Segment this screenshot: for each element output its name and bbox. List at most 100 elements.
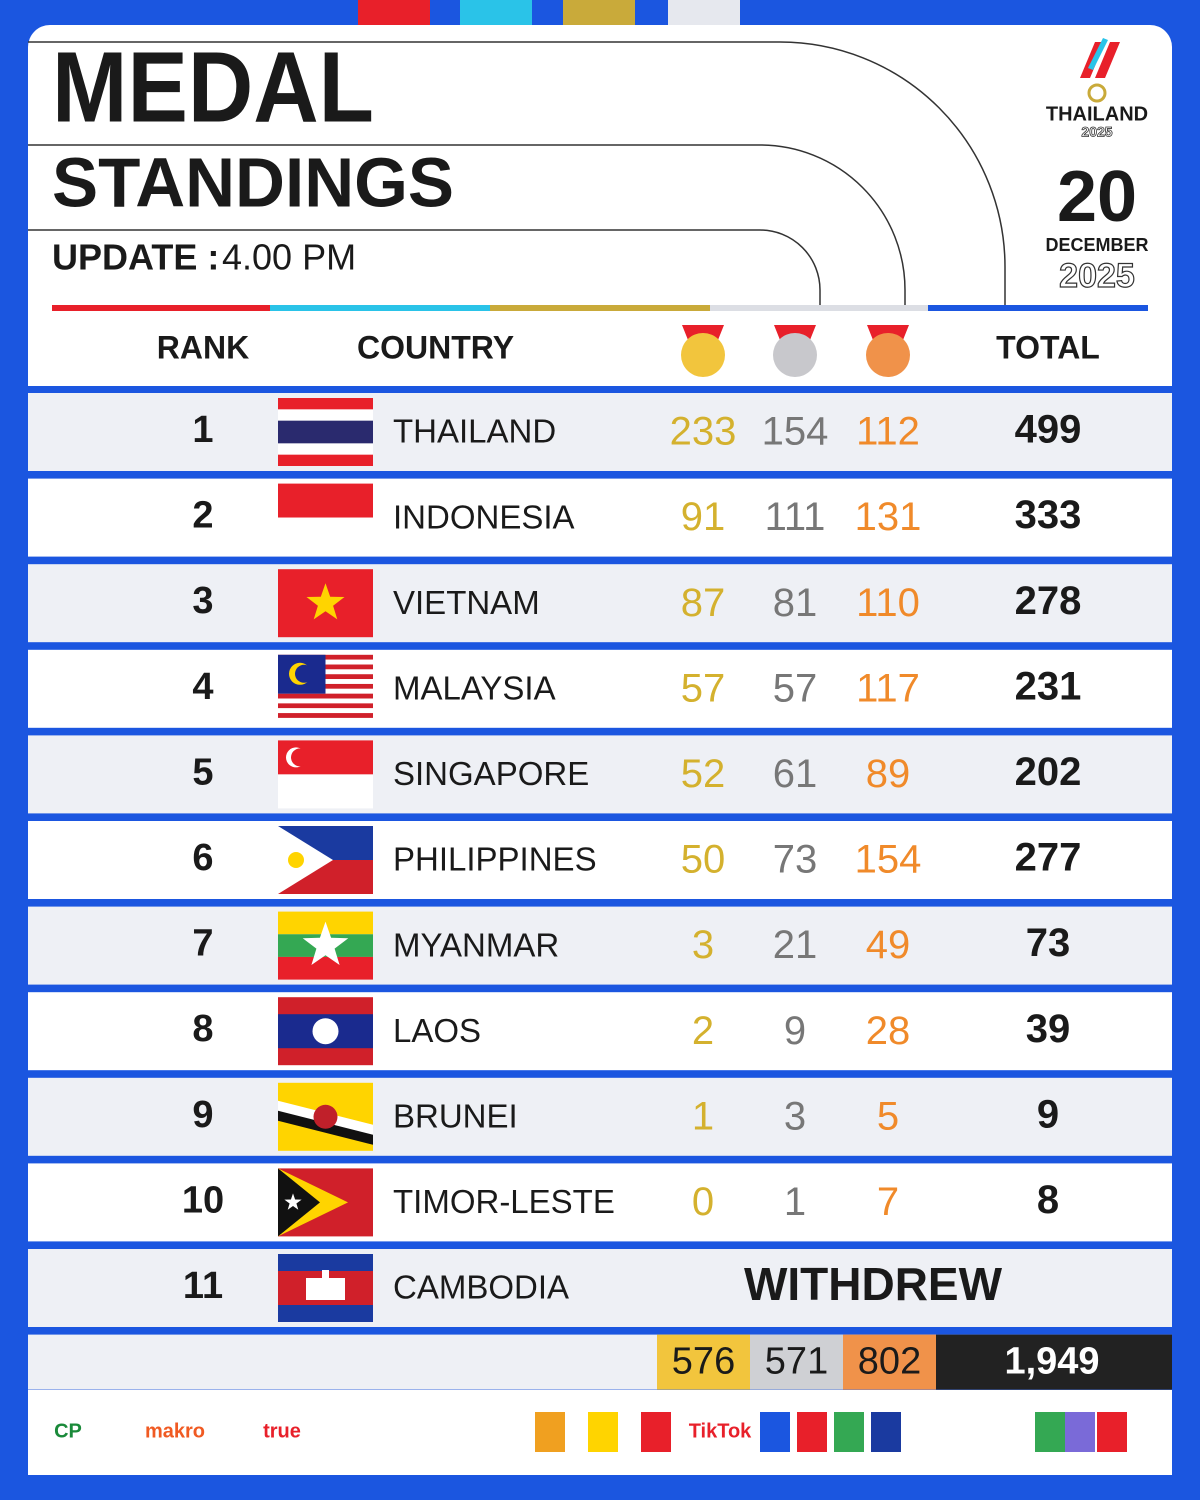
total: 8	[1037, 1178, 1059, 1222]
flag	[278, 1082, 373, 1151]
strip	[460, 0, 532, 25]
status: WITHDREW	[744, 1258, 1003, 1310]
flag	[278, 997, 373, 1066]
silver-count: 81	[773, 581, 818, 625]
rank: 4	[192, 666, 213, 708]
total: 231	[1015, 664, 1082, 708]
country: VIETNAM	[393, 584, 540, 621]
flag-part	[278, 826, 333, 894]
gold-count: 91	[681, 495, 726, 539]
update-time: 4.00 PM	[222, 237, 356, 278]
bronze-count: 154	[855, 838, 922, 882]
total-total-bg	[936, 1334, 1172, 1390]
bronze-total-bg	[843, 1334, 936, 1390]
total: 73	[1026, 921, 1071, 965]
color-bar	[270, 305, 490, 311]
flag-part	[302, 921, 349, 965]
silver-count: 9	[784, 1009, 806, 1053]
flag	[278, 483, 373, 552]
strip	[668, 0, 740, 25]
flag-part	[278, 483, 373, 518]
rank: 3	[192, 580, 213, 622]
country: LAOS	[393, 1012, 481, 1049]
flag-part	[306, 583, 345, 620]
event-year: 2025	[1081, 124, 1112, 140]
rank: 10	[182, 1179, 224, 1221]
flag-part	[295, 664, 313, 683]
bronze-count: 89	[866, 752, 911, 796]
sponsor-logo	[1097, 1412, 1127, 1452]
sponsors: CP makro true TikTok	[54, 1412, 1127, 1452]
flag-part	[278, 774, 373, 809]
sponsor-logo	[834, 1412, 864, 1452]
gold-count: 57	[681, 666, 726, 710]
silver-count: 61	[773, 752, 818, 796]
bronze-count: 28	[866, 1009, 911, 1053]
bronze-count: 117	[856, 666, 920, 710]
update-label: UPDATE :	[52, 237, 219, 278]
country: CAMBODIA	[393, 1269, 569, 1306]
color-bar	[928, 305, 1148, 311]
flag-part	[312, 1018, 339, 1045]
flag	[278, 740, 373, 809]
flag-part	[291, 748, 309, 767]
title: STANDINGS	[52, 143, 454, 221]
flag	[278, 826, 373, 894]
silver-count: 3	[784, 1094, 806, 1138]
bronze-count: 112	[856, 410, 920, 454]
silver-total-bg	[750, 1334, 843, 1390]
gold-count: 87	[681, 581, 726, 625]
sponsor-logo	[797, 1412, 827, 1452]
country: PHILIPPINES	[393, 841, 597, 878]
sponsor-logo	[760, 1412, 790, 1452]
row	[28, 1077, 1172, 1156]
total: 9	[1037, 1092, 1059, 1136]
row	[28, 992, 1172, 1071]
gold-total: 576	[672, 1341, 735, 1383]
date-year: 2025	[1059, 257, 1135, 295]
sponsor-name: true	[263, 1420, 301, 1442]
rank: 9	[192, 1094, 213, 1136]
col-header: TOTAL	[996, 329, 1100, 365]
total: 499	[1015, 408, 1082, 452]
silver-count: 1	[784, 1180, 806, 1224]
gold-count: 3	[692, 923, 714, 967]
rank: 1	[192, 409, 213, 451]
flag	[278, 911, 373, 980]
sponsor-name: TikTok	[689, 1420, 752, 1442]
flag	[278, 569, 373, 638]
event-name: THAILAND	[1046, 103, 1148, 125]
row	[28, 649, 1172, 728]
sponsor-name: CP	[54, 1420, 82, 1442]
total: 202	[1015, 750, 1082, 794]
row	[28, 1163, 1172, 1242]
row	[28, 821, 1172, 899]
silver-count: 21	[773, 923, 818, 967]
row	[28, 1249, 1172, 1327]
flag-part	[278, 713, 373, 718]
flag-part	[284, 1193, 302, 1210]
sponsor-logo	[535, 1412, 565, 1452]
total: 277	[1015, 836, 1082, 880]
sponsor-logo	[588, 1412, 618, 1452]
strip	[563, 0, 635, 25]
sponsor-logo	[1065, 1412, 1095, 1452]
rank: 11	[183, 1265, 223, 1307]
flag	[278, 1168, 373, 1237]
row	[28, 564, 1172, 643]
country: SINGAPORE	[393, 755, 589, 792]
rank: 6	[192, 837, 213, 879]
silver-count: 73	[773, 838, 818, 882]
bronze-count: 110	[856, 581, 920, 625]
flag	[278, 654, 373, 723]
flag-part	[278, 1168, 320, 1237]
flag-part	[278, 420, 373, 444]
col-header: COUNTRY	[357, 329, 514, 365]
flag-part	[278, 703, 373, 709]
gold-count: 52	[681, 752, 726, 796]
col-header: RANK	[157, 329, 249, 365]
flag-part	[313, 1104, 338, 1129]
flag-part	[322, 1270, 329, 1280]
sponsor-logo	[641, 1412, 671, 1452]
